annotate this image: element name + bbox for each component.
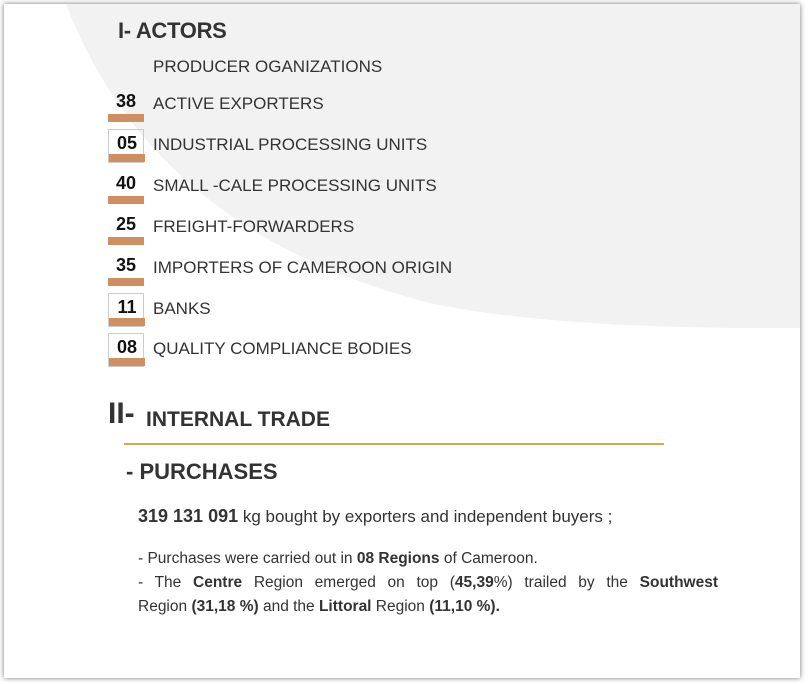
purchase-quantity: 319 131 091 <box>138 506 239 526</box>
percentage: (11,10 %). <box>429 598 500 615</box>
badge-bar <box>109 154 145 162</box>
count-value: 25 <box>115 214 137 234</box>
actor-label: FREIGHT-FORWARDERS <box>153 217 355 236</box>
count-badge: 40 <box>108 170 144 204</box>
regions-line: - Purchases were carried out in 08 Regio… <box>138 547 718 571</box>
document-page: I- ACTORS PRODUCER OGANIZATIONS 38 ACTIV… <box>4 4 800 678</box>
text-run: - The <box>138 574 194 591</box>
purchases-heading: - PURCHASES <box>126 459 278 484</box>
text-run: Region <box>371 598 430 615</box>
count-badge: 25 <box>108 211 144 245</box>
count-badge: 11 <box>108 293 145 327</box>
actor-label: BANKS <box>153 299 211 318</box>
actors-heading: I- ACTORS <box>118 18 227 43</box>
count-badge: 08 <box>108 333 145 367</box>
region-name: Littoral <box>318 598 372 615</box>
count-value: 38 <box>115 91 137 111</box>
divider-rule <box>124 443 664 445</box>
count-value: 08 <box>116 337 138 357</box>
text-run: and the <box>258 598 319 615</box>
actor-label: SMALL -CALE PROCESSING UNITS <box>153 176 437 195</box>
purchases-paragraph: - Purchases were carried out in 08 Regio… <box>138 547 718 619</box>
centre-line: - The Centre Region emerged on top (45,3… <box>138 571 718 595</box>
text-run: of Cameroon. <box>439 550 538 567</box>
actor-label: INDUSTRIAL PROCESSING UNITS <box>153 135 428 154</box>
actor-label: PRODUCER OGANIZATIONS <box>153 57 383 76</box>
purchase-quantity-text: kg bought by exporters and independent b… <box>238 507 613 526</box>
count-value: 35 <box>115 255 137 275</box>
percentage: (31,18 %) <box>191 598 259 615</box>
purchase-quantity-line: 319 131 091 kg bought by exporters and i… <box>138 506 612 527</box>
littoral-line: Region (31,18 %) and the Littoral Region… <box>138 595 718 619</box>
count-value: 05 <box>116 133 138 153</box>
badge-bar <box>108 237 144 245</box>
region-name: Centre <box>193 574 243 591</box>
section-number: II- <box>108 397 135 430</box>
text-run: Region emerged on top ( <box>242 574 455 591</box>
count-value: 40 <box>115 173 137 193</box>
region-name: Southwest <box>639 574 719 591</box>
background-swoosh <box>66 4 800 329</box>
badge-bar <box>108 114 144 122</box>
badge-bar <box>108 278 144 286</box>
internal-trade-heading: INTERNAL TRADE <box>146 408 330 431</box>
text-run: %) trailed by the <box>493 574 640 591</box>
actor-label: IMPORTERS OF CAMEROON ORIGIN <box>153 258 453 277</box>
count-badge: 35 <box>108 252 144 286</box>
badge-bar <box>108 196 144 204</box>
percentage: 45,39 <box>454 574 494 591</box>
regions-count: 08 Regions <box>356 550 440 567</box>
text-run: - Purchases were carried out in <box>138 550 357 567</box>
count-badge: 05 <box>108 129 145 163</box>
text-run: Region <box>138 598 192 615</box>
count-badge: 38 <box>108 88 144 122</box>
badge-bar <box>109 318 145 326</box>
actor-label: ACTIVE EXPORTERS <box>153 94 324 113</box>
actor-label: QUALITY COMPLIANCE BODIES <box>153 339 412 358</box>
count-value: 11 <box>117 297 137 317</box>
badge-bar <box>109 358 145 366</box>
